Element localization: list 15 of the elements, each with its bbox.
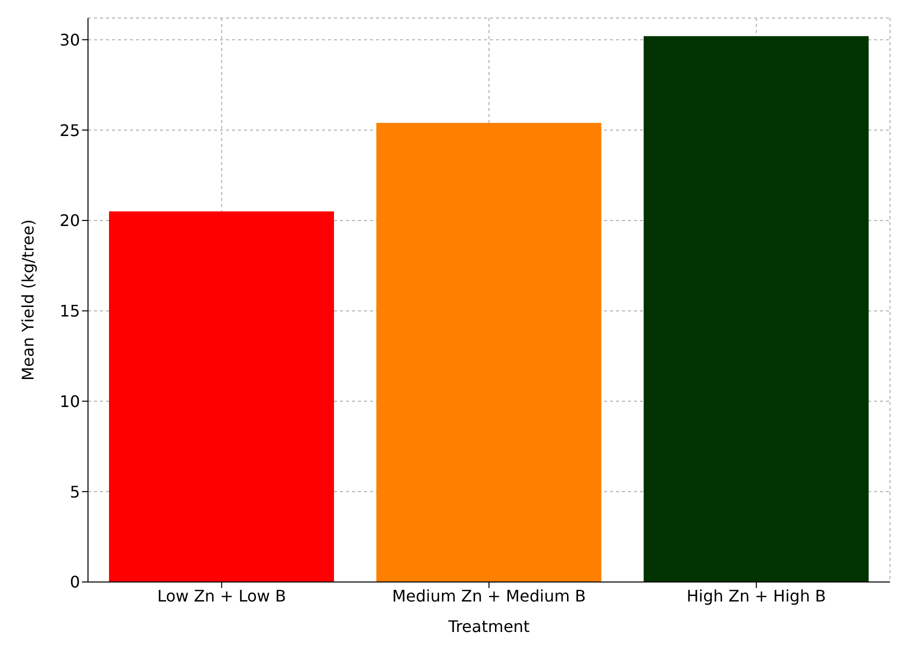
- x-tick-label: Medium Zn + Medium B: [392, 586, 586, 606]
- y-tick-label: 20: [60, 211, 80, 230]
- bar: [109, 211, 334, 582]
- y-tick-label: 10: [60, 392, 80, 411]
- y-tick-label: 0: [70, 572, 80, 592]
- y-tick-label: 30: [60, 30, 80, 50]
- bar: [376, 122, 602, 582]
- y-tick-label: 15: [60, 302, 80, 321]
- x-tick-label: High Zn + High B: [686, 586, 826, 606]
- y-tick-label: 5: [70, 482, 80, 502]
- x-axis-title: Treatment: [447, 617, 530, 636]
- bar: [644, 36, 869, 582]
- y-tick-label: 25: [60, 120, 80, 140]
- y-axis-title: Mean Yield (kg/tree): [18, 219, 38, 381]
- x-tick-label: Low Zn + Low B: [157, 586, 286, 606]
